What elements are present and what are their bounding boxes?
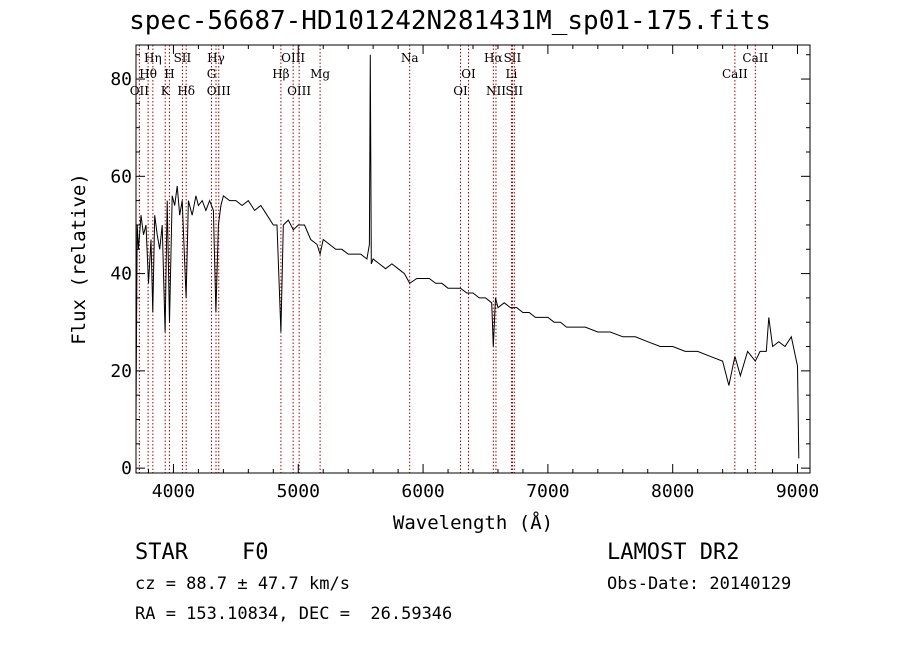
line-label: SII — [505, 84, 523, 98]
y-axis-label: Flux (relative) — [68, 173, 90, 345]
x-tick-label: 7000 — [526, 481, 569, 502]
line-label: Li — [506, 67, 518, 81]
line-label: H — [164, 67, 174, 81]
line-label: CaII — [722, 67, 748, 81]
y-tick-label: 20 — [110, 361, 132, 382]
line-label: CaII — [742, 51, 768, 65]
line-label: OI — [461, 67, 476, 81]
line-label: Hη — [144, 51, 162, 65]
line-label: OI — [453, 84, 468, 98]
line-label: NII — [486, 84, 506, 98]
y-tick-label: 40 — [110, 264, 132, 285]
line-label: G — [207, 67, 217, 81]
line-label: OIII — [281, 51, 305, 65]
line-label: OIII — [207, 84, 231, 98]
x-tick-label: 6000 — [401, 481, 444, 502]
plot-frame — [135, 44, 811, 474]
axes: 4000 5000 6000 7000 8000 9000 0 20 40 60 80 — [110, 44, 819, 502]
y-tick-label: 0 — [121, 458, 132, 479]
line-label: Hβ — [272, 67, 289, 81]
ra-dec: RA = 153.10834, DEC = 26.59346 — [135, 604, 453, 624]
chart-title: spec-56687-HD101242N281431M_sp01-175.fit… — [129, 6, 771, 36]
x-axis-label: Wavelength (Å) — [393, 511, 553, 534]
line-label: Hγ — [207, 51, 225, 65]
line-label: Hδ — [177, 84, 195, 98]
line-label: K — [161, 84, 171, 98]
spectrum-line — [135, 54, 800, 459]
survey-name: LAMOST DR2 — [607, 540, 740, 565]
x-tick-label: 9000 — [776, 481, 819, 502]
line-label: OIII — [287, 84, 311, 98]
y-tick-label: 80 — [110, 69, 132, 90]
observation-date: Obs-Date: 20140129 — [607, 574, 792, 594]
x-tick-label: 5000 — [277, 481, 320, 502]
object-class: STAR — [135, 540, 188, 565]
line-label: SII — [504, 51, 522, 65]
line-label: Hθ — [139, 67, 157, 81]
line-label: Hα — [484, 51, 503, 65]
line-label: SII — [174, 51, 192, 65]
line-label: Na — [401, 51, 419, 65]
line-label: OII — [130, 84, 150, 98]
redshift-cz: cz = 88.7 ± 47.7 km/s — [135, 574, 350, 594]
x-tick-label: 4000 — [152, 481, 195, 502]
y-tick-label: 60 — [110, 166, 132, 187]
spectrum-series — [135, 54, 800, 459]
x-tick-label: 8000 — [651, 481, 694, 502]
object-subclass: F0 — [242, 540, 269, 565]
line-label: Mg — [310, 67, 330, 81]
